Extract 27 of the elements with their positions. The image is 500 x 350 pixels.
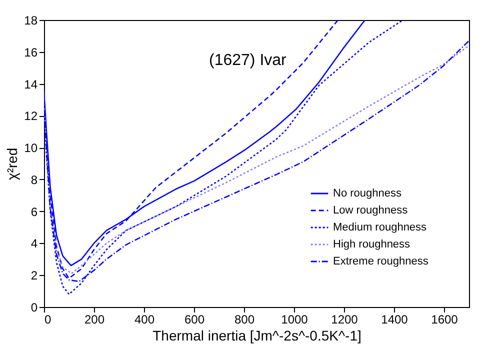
y-tick-label: 4	[30, 236, 38, 251]
x-tick-label: 600	[184, 312, 205, 326]
legend-label: Extreme roughness	[333, 256, 429, 268]
x-tick-label: 800	[234, 312, 255, 326]
x-tick-label: 1400	[381, 312, 408, 326]
y-tick-label: 14	[24, 77, 38, 92]
x-tick-label: 1000	[281, 312, 308, 326]
y-tick-label: 6	[30, 204, 38, 219]
y-tick-label: 10	[24, 141, 38, 156]
x-tick-label: 1200	[331, 312, 358, 326]
legend-label: Low roughness	[333, 204, 408, 216]
y-tick-label: 0	[30, 300, 38, 314]
annotation: (1627) Ivar	[209, 52, 288, 69]
y-tick-label: 18	[24, 14, 38, 28]
legend-label: Medium roughness	[333, 222, 428, 234]
x-tick-label: 400	[134, 312, 155, 326]
x-axis-title: Thermal inertia [Jm^-2s^-0.5K^-1]	[152, 328, 362, 344]
legend-label: No roughness	[333, 188, 402, 200]
y-tick-label: 12	[24, 109, 38, 124]
y-tick-label: 8	[30, 172, 38, 187]
x-tick-label: 1600	[431, 312, 458, 326]
y-axis-title: χ²red	[4, 148, 20, 180]
x-tick-label: 200	[84, 312, 105, 326]
legend-label: High roughness	[333, 238, 411, 250]
y-tick-label: 2	[30, 268, 38, 283]
y-tick-label: 16	[24, 45, 38, 60]
x-tick-label: 0	[44, 312, 52, 326]
